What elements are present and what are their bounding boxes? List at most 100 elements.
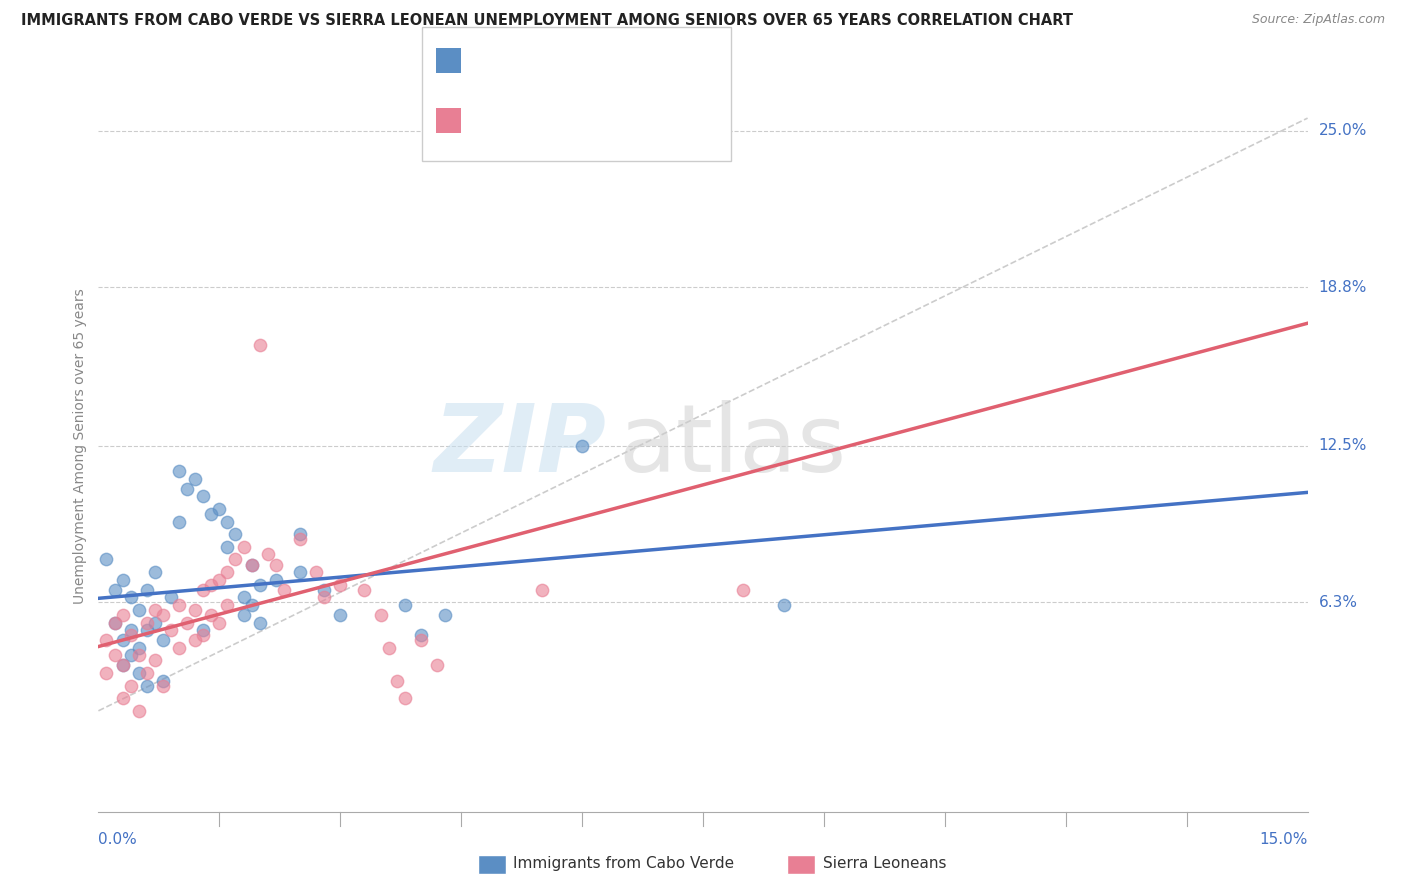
Point (200, 607, 222, 622)
Point (409, 633, 432, 648)
Point (329, 607, 352, 622)
Point (111, 607, 134, 622)
Text: N =: N = (574, 113, 617, 128)
Point (167, 515, 190, 529)
Text: 0.0%: 0.0% (98, 832, 138, 847)
Point (120, 648, 142, 663)
Point (314, 591, 336, 605)
Point (329, 578, 352, 592)
Text: -0.044: -0.044 (508, 54, 562, 68)
Point (240, 598, 263, 612)
Point (160, 623, 183, 637)
Point (249, 615, 271, 630)
Point (409, 628, 432, 642)
Point (103, 615, 125, 630)
Point (111, 691, 134, 706)
Text: ZIP: ZIP (433, 400, 606, 492)
Point (232, 540, 254, 554)
Point (111, 633, 134, 648)
Text: 18.8%: 18.8% (1319, 279, 1367, 294)
Point (111, 658, 134, 673)
Point (128, 665, 150, 680)
Point (571, 439, 593, 453)
Point (143, 603, 166, 617)
Point (273, 582, 295, 597)
Point (240, 558, 263, 572)
Point (217, 540, 239, 554)
Point (377, 640, 399, 655)
Point (288, 527, 311, 541)
Point (111, 573, 134, 587)
Point (152, 633, 174, 648)
Point (193, 582, 215, 597)
Point (120, 679, 142, 693)
Point (120, 628, 142, 642)
Point (530, 582, 553, 597)
Point (167, 598, 190, 612)
Point (394, 691, 416, 706)
Point (217, 515, 239, 529)
Point (103, 648, 125, 663)
Point (96, 633, 118, 648)
Point (733, 582, 755, 597)
Point (128, 648, 150, 663)
Point (232, 591, 254, 605)
Text: Immigrants from Cabo Verde: Immigrants from Cabo Verde (513, 856, 734, 871)
Point (249, 578, 271, 592)
Text: 12.5%: 12.5% (1319, 439, 1367, 453)
Point (224, 527, 246, 541)
Point (96, 552, 118, 566)
Point (128, 640, 150, 655)
Text: Source: ZipAtlas.com: Source: ZipAtlas.com (1251, 13, 1385, 27)
Point (167, 640, 190, 655)
Point (128, 704, 150, 718)
Point (193, 628, 215, 642)
Point (176, 482, 198, 496)
Point (152, 607, 174, 622)
Point (135, 623, 157, 637)
Point (135, 679, 157, 693)
Point (370, 607, 392, 622)
Point (120, 591, 142, 605)
Point (217, 565, 239, 579)
Point (103, 582, 125, 597)
Text: 6.3%: 6.3% (1319, 595, 1358, 610)
Point (135, 665, 157, 680)
Point (193, 490, 215, 504)
Point (167, 464, 190, 478)
Point (135, 582, 157, 597)
Point (143, 615, 166, 630)
Point (434, 607, 457, 622)
Point (143, 565, 166, 579)
Text: IMMIGRANTS FROM CABO VERDE VS SIERRA LEONEAN UNEMPLOYMENT AMONG SENIORS OVER 65 : IMMIGRANTS FROM CABO VERDE VS SIERRA LEO… (21, 13, 1073, 29)
Point (176, 615, 198, 630)
Text: R =: R = (468, 113, 502, 128)
Text: 0.590: 0.590 (508, 113, 561, 128)
Point (224, 552, 246, 566)
Point (426, 658, 449, 673)
Point (96, 665, 118, 680)
Point (184, 633, 207, 648)
Point (160, 591, 183, 605)
Text: R =: R = (468, 54, 502, 68)
Text: Sierra Leoneans: Sierra Leoneans (823, 856, 946, 871)
Point (394, 598, 416, 612)
Point (314, 582, 336, 597)
Point (772, 598, 794, 612)
Point (184, 603, 207, 617)
Text: N =: N = (574, 54, 617, 68)
Point (288, 533, 311, 547)
Point (200, 578, 222, 592)
Point (264, 558, 287, 572)
Point (232, 607, 254, 622)
Point (152, 673, 174, 688)
Point (353, 582, 375, 597)
Point (571, 124, 593, 138)
Point (120, 623, 142, 637)
Point (208, 502, 231, 516)
Text: 25.0%: 25.0% (1319, 123, 1367, 138)
Point (217, 598, 239, 612)
Point (135, 615, 157, 630)
Point (152, 679, 174, 693)
Point (184, 472, 207, 486)
